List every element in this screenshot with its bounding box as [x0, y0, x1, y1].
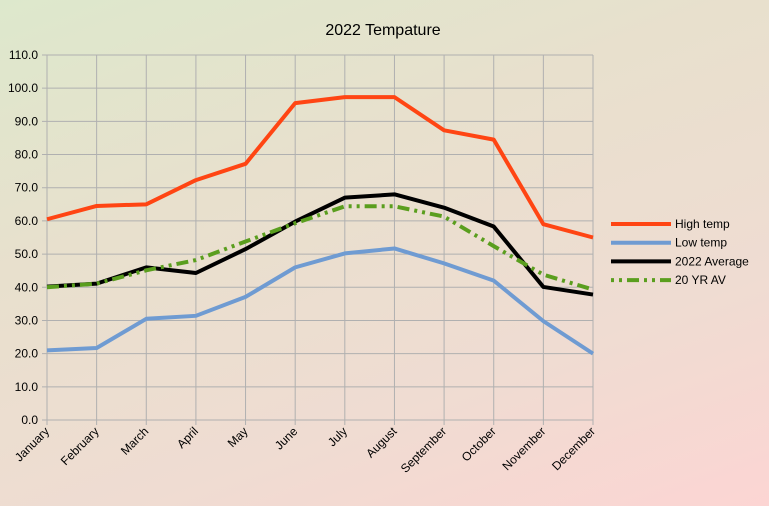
- y-tick-label: 40.0: [15, 280, 39, 294]
- legend-label: High temp: [675, 217, 730, 231]
- chart-title: 2022 Tempature: [325, 22, 440, 39]
- y-axis-ticks: 0.0 10.0 20.0 30.0 40.0 50.0 60.0 70.0 80.0 90.0 1…: [8, 48, 38, 427]
- y-tick-label: 80.0: [15, 148, 39, 162]
- series-line-high-temp: [46, 95, 594, 240]
- x-tick-label: September: [398, 424, 449, 475]
- series-lines: [46, 95, 595, 356]
- y-tick-label: 70.0: [15, 181, 39, 195]
- x-tick-label: June: [272, 424, 301, 453]
- legend-label: 20 YR AV: [675, 273, 726, 287]
- legend-label: Low temp: [675, 236, 727, 250]
- x-tick-label: July: [325, 424, 350, 449]
- x-tick-label: April: [174, 424, 201, 451]
- y-tick-label: 30.0: [15, 313, 39, 327]
- x-tick-label: November: [499, 424, 548, 473]
- y-tick-label: 50.0: [15, 247, 39, 261]
- gridlines: [42, 54, 594, 425]
- x-tick-label: January: [12, 424, 52, 464]
- y-tick-label: 10.0: [15, 380, 39, 394]
- x-tick-label: August: [363, 424, 400, 461]
- y-tick-label: 60.0: [15, 214, 39, 228]
- y-tick-label: 100.0: [8, 81, 38, 95]
- x-tick-label: December: [549, 424, 598, 473]
- legend-label: 2022 Average: [675, 254, 749, 268]
- x-tick-label: March: [118, 424, 151, 457]
- x-tick-label: October: [459, 424, 499, 464]
- y-tick-label: 90.0: [15, 114, 39, 128]
- y-tick-label: 20.0: [15, 347, 39, 361]
- legend: High temp Low temp 2022 Average 20 YR AV: [611, 217, 749, 287]
- series-line-low-temp: [46, 246, 595, 356]
- x-tick-label: February: [58, 424, 102, 468]
- x-tick-label: May: [225, 424, 251, 450]
- x-axis-ticks: January February March April May June July Augu…: [12, 424, 598, 476]
- series-line-20-yr-av: [46, 204, 594, 292]
- y-tick-label: 110.0: [9, 48, 38, 62]
- series-line-2022-average: [46, 192, 594, 297]
- y-tick-label: 0.0: [21, 413, 38, 427]
